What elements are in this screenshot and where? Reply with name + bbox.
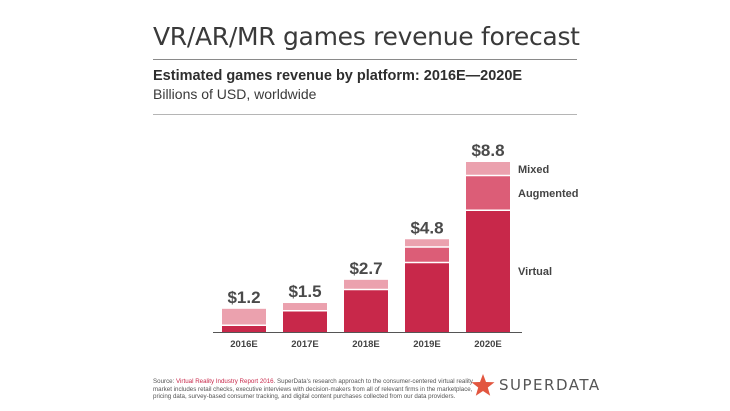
category-label-2017e: 2017E	[291, 339, 318, 350]
category-label-2020e: 2020E	[474, 339, 501, 350]
series-label-mixed: Mixed	[518, 164, 549, 176]
series-label-virtual: Virtual	[518, 266, 552, 278]
category-label-2018e: 2018E	[352, 339, 379, 350]
bar-segment-mixed-2017e	[283, 303, 327, 311]
footnote-body: . SuperData's research approach to the c…	[153, 378, 473, 401]
chart-subtitle: Estimated games revenue by platform: 201…	[153, 68, 523, 84]
category-label-2016e: 2016E	[230, 339, 257, 350]
bar-segment-mixed-2020e	[466, 162, 510, 176]
logo-text: SUPERDATA	[499, 376, 601, 394]
total-label-2020e: $8.8	[471, 141, 504, 160]
total-label-2019e: $4.8	[410, 218, 443, 237]
unit-label: Billions of USD, worldwide	[153, 86, 317, 102]
star-icon	[471, 374, 495, 396]
bar-segment-mixed-2016e	[222, 308, 266, 326]
series-label-augmented: Augmented	[518, 188, 579, 200]
header-divider	[153, 114, 577, 115]
bar-segment-virtual-2017e	[283, 310, 327, 332]
bar-segment-mixed-2018e	[344, 279, 388, 290]
bar-segment-augmented-2020e	[466, 175, 510, 211]
superdata-logo: SUPERDATA	[471, 373, 601, 397]
category-label-2019e: 2019E	[413, 339, 440, 350]
footnote-source: Virtual Reality Industry Report 2016	[176, 378, 274, 385]
chart-title: VR/AR/MR games revenue forecast	[153, 22, 580, 51]
total-label-2016e: $1.2	[227, 288, 260, 307]
bar-segment-virtual-2019e	[405, 262, 449, 332]
bar-segment-mixed-2019e	[405, 239, 449, 247]
title-divider	[153, 59, 577, 60]
bar-segment-virtual-2018e	[344, 289, 388, 332]
bar-segment-virtual-2020e	[466, 210, 510, 332]
footnote-prefix: Source:	[153, 378, 177, 385]
bar-segment-augmented-2019e	[405, 247, 449, 263]
source-footnote: Source: Virtual Reality Industry Report …	[153, 378, 483, 401]
total-label-2018e: $2.7	[349, 259, 382, 278]
bar-segment-virtual-2016e	[222, 325, 266, 332]
total-label-2017e: $1.5	[288, 282, 321, 301]
